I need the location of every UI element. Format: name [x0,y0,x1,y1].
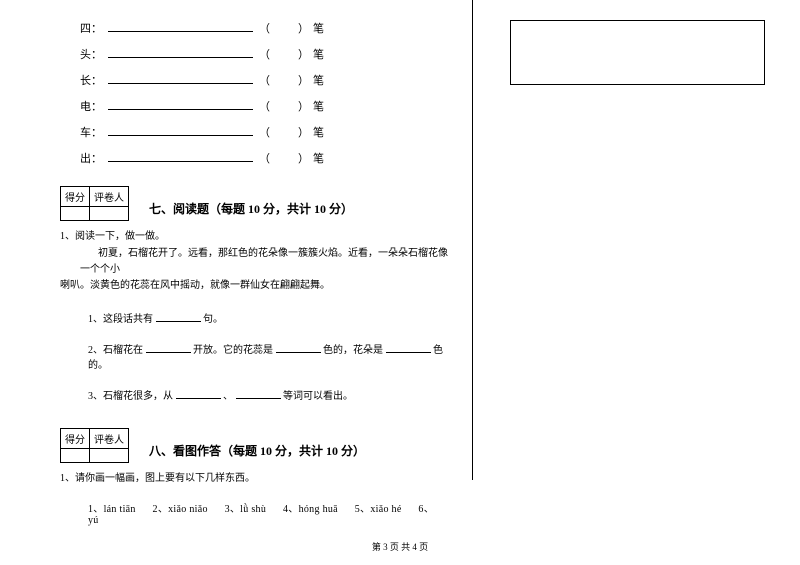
q7-sub3-a: 3、石榴花很多，从 [88,391,173,402]
q7-sub3-b: 、 [223,391,233,402]
paren-close: ） [298,150,309,166]
grader-blank [90,207,129,221]
q7-sub3-c: 等词可以看出。 [283,391,353,402]
score-label-right: 评卷人 [90,187,129,207]
score-table: 得分 评卷人 [60,428,129,463]
paren-close: ） [298,124,309,140]
paren-close: ） [298,46,309,62]
q7-sub2-a: 2、石榴花在 [88,345,143,356]
section-7-header: 得分 评卷人 七、阅读题（每题 10 分，共计 10 分） [60,186,450,221]
stroke-char: 电： [80,98,102,114]
score-blank [61,449,90,463]
stroke-row: 车： （ ） 笔 [80,124,450,140]
section-8-title: 八、看图作答（每题 10 分，共计 10 分） [149,442,365,459]
stroke-row: 出： （ ） 笔 [80,150,450,166]
stroke-order-section: 四： （ ） 笔 头： （ ） 笔 长： （ ） 笔 [80,20,450,166]
passage-line-2: 喇叭。淡黄色的花蕊在风中摇动，就像一群仙女在翩翩起舞。 [60,278,450,294]
stroke-blank-line [108,151,253,162]
score-blank [61,207,90,221]
stroke-blank-line [108,21,253,32]
q7-sub1: 1、这段话共有 句。 [88,310,450,325]
stroke-suffix: 笔 [313,20,324,36]
stroke-char: 长： [80,72,102,88]
q7-sub1-suffix: 句。 [203,314,223,325]
pinyin-item: 5、xiǎo hé [355,504,402,515]
stroke-row: 长： （ ） 笔 [80,72,450,88]
drawing-answer-box [510,20,765,85]
score-label-right: 评卷人 [90,429,129,449]
stroke-row: 四： （ ） 笔 [80,20,450,36]
stroke-suffix: 笔 [313,72,324,88]
fill-blank [156,312,201,322]
stroke-char: 车： [80,124,102,140]
fill-blank [176,389,221,399]
stroke-row: 头： （ ） 笔 [80,46,450,62]
pinyin-item: 1、lán tiān [88,504,136,515]
section-7-title: 七、阅读题（每题 10 分，共计 10 分） [149,200,353,217]
q7-sub2: 2、石榴花在 开放。它的花蕊是 色的，花朵是 色的。 [88,341,450,371]
score-label-left: 得分 [61,429,90,449]
q7-main: 1、阅读一下，做一做。 [60,227,450,242]
section-8-header: 得分 评卷人 八、看图作答（每题 10 分，共计 10 分） [60,428,450,463]
paren-open: （ [259,98,270,114]
q7-sub1-prefix: 1、这段话共有 [88,314,153,325]
q7-sub3: 3、石榴花很多，从 、 等词可以看出。 [88,387,450,402]
pinyin-item: 4、hóng huā [283,504,338,515]
paren-close: ） [298,20,309,36]
stroke-blank-line [108,73,253,84]
pinyin-item: 3、lǜ shù [225,504,267,515]
stroke-char: 出： [80,150,102,166]
stroke-blank-line [108,125,253,136]
column-divider [472,0,473,480]
paren-open: （ [259,150,270,166]
paren-close: ） [298,72,309,88]
left-column: 四： （ ） 笔 头： （ ） 笔 长： （ ） 笔 [80,20,450,526]
stroke-blank-line [108,47,253,58]
pinyin-list: 1、lán tiān 2、xiǎo niǎo 3、lǜ shù 4、hóng h… [88,500,450,526]
fill-blank [236,389,281,399]
page-footer: 第 3 页 共 4 页 [0,540,800,553]
right-column [510,20,790,85]
paren-open: （ [259,72,270,88]
paren-open: （ [259,46,270,62]
stroke-char: 四： [80,20,102,36]
stroke-char: 头： [80,46,102,62]
stroke-suffix: 笔 [313,150,324,166]
score-table: 得分 评卷人 [60,186,129,221]
paren-open: （ [259,124,270,140]
q7-sub2-b: 开放。它的花蕊是 [193,345,273,356]
stroke-suffix: 笔 [313,124,324,140]
stroke-blank-line [108,99,253,110]
paren-close: ） [298,98,309,114]
exam-page: 四： （ ） 笔 头： （ ） 笔 长： （ ） 笔 [0,0,800,565]
score-label-left: 得分 [61,187,90,207]
stroke-suffix: 笔 [313,98,324,114]
fill-blank [276,343,321,353]
fill-blank [146,343,191,353]
paren-open: （ [259,20,270,36]
reading-passage: 初夏，石榴花开了。远看，那红色的花朵像一簇簇火焰。近看，一朵朵石榴花像一个个小 … [80,246,450,294]
grader-blank [90,449,129,463]
q7-sub2-c: 色的，花朵是 [323,345,383,356]
q8-main: 1、请你画一幅画，图上要有以下几样东西。 [60,469,450,484]
stroke-row: 电： （ ） 笔 [80,98,450,114]
fill-blank [386,343,431,353]
passage-line-1: 初夏，石榴花开了。远看，那红色的花朵像一簇簇火焰。近看，一朵朵石榴花像一个个小 [80,246,450,278]
stroke-suffix: 笔 [313,46,324,62]
pinyin-item: 2、xiǎo niǎo [153,504,208,515]
